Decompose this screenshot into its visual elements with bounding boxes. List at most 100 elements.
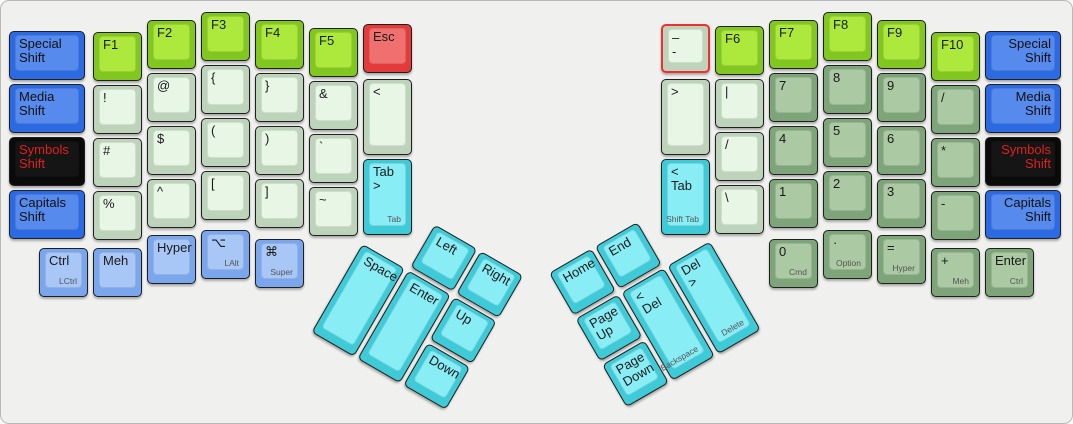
key-close-bracket[interactable]: ] <box>255 179 304 228</box>
key-capitals-shift-right[interactable]: Capitals Shift <box>985 190 1061 239</box>
key-f4[interactable]: F4 <box>255 20 304 69</box>
key-label: F7 <box>779 25 795 40</box>
keycap-top: ⌥ LAlt <box>207 234 244 270</box>
key-symbols-shift-right[interactable]: Symbols Shift <box>985 137 1061 186</box>
key-hash[interactable]: # <box>93 138 142 187</box>
key-label: Del > <box>678 255 703 291</box>
key-f9[interactable]: F9 <box>877 20 926 69</box>
key-capitals-shift-left[interactable]: Capitals Shift <box>9 190 85 239</box>
key-num-2[interactable]: 2 <box>823 171 872 220</box>
key-num-9[interactable]: 9 <box>877 73 926 122</box>
key-sublabel: Backspace <box>658 343 700 374</box>
key-f6[interactable]: F6 <box>715 26 764 75</box>
key-f7[interactable]: F7 <box>769 20 818 69</box>
keycap-top: Special Shift <box>991 35 1055 71</box>
key-media-shift-left[interactable]: Media Shift <box>9 84 85 133</box>
key-special-shift-right[interactable]: Special Shift <box>985 31 1061 80</box>
key-super[interactable]: ⌘ Super <box>255 239 304 288</box>
key-percent[interactable]: % <box>93 191 142 240</box>
key-slash[interactable]: / <box>715 132 764 181</box>
keycap-top: Capitals Shift <box>15 194 79 230</box>
keycap-top: Hyper <box>153 239 192 275</box>
key-label: Ctrl <box>49 253 70 268</box>
key-f2[interactable]: F2 <box>147 20 196 69</box>
keycap-top: ! <box>99 89 136 125</box>
keycap-top: \ <box>721 189 758 225</box>
key-equals[interactable]: = Hyper <box>877 235 926 284</box>
key-num-8[interactable]: 8 <box>823 65 872 114</box>
key-close-paren[interactable]: ) <box>255 126 304 175</box>
key-dash-selected[interactable]: – - <box>661 24 710 73</box>
key-tab-forward[interactable]: Tab > Tab <box>363 159 412 235</box>
key-label: 1 <box>779 184 787 199</box>
keycap-top: F1 <box>99 36 136 72</box>
key-plus[interactable]: + Meh <box>931 248 980 297</box>
key-num-6[interactable]: 6 <box>877 126 926 175</box>
key-label: 7 <box>779 78 787 93</box>
key-open-bracket[interactable]: [ <box>201 171 250 220</box>
keycap-top: / <box>937 89 974 125</box>
key-label: Page Down <box>613 348 657 390</box>
key-num-5[interactable]: 5 <box>823 118 872 167</box>
key-caret[interactable]: ^ <box>147 179 196 228</box>
key-num-4[interactable]: 4 <box>769 126 818 175</box>
keycap-top: · Option <box>829 234 866 270</box>
keycap-top: < <box>369 83 406 146</box>
key-numpad-minus[interactable]: - <box>931 191 980 240</box>
key-numpad-dot[interactable]: · Option <box>823 230 872 279</box>
key-ampersand[interactable]: & <box>309 81 358 130</box>
key-special-shift-left[interactable]: Special Shift <box>9 31 85 80</box>
key-numpad-slash[interactable]: / <box>931 85 980 134</box>
key-backslash[interactable]: \ <box>715 185 764 234</box>
key-num-1[interactable]: 1 <box>769 179 818 228</box>
key-less-than[interactable]: < <box>363 79 412 155</box>
key-hyper[interactable]: Hyper <box>147 235 196 284</box>
key-shift-tab[interactable]: < Tab Shift Tab <box>661 159 710 235</box>
keycap-top: Meh <box>99 252 136 288</box>
key-label: Tab > <box>373 164 394 194</box>
key-num-7[interactable]: 7 <box>769 73 818 122</box>
key-f1[interactable]: F1 <box>93 32 142 81</box>
key-sublabel: Delete <box>719 317 746 338</box>
key-f3[interactable]: F3 <box>201 12 250 61</box>
keycap-top: } <box>261 77 298 113</box>
keycap-top: F7 <box>775 24 812 60</box>
key-meh[interactable]: Meh <box>93 248 142 297</box>
keycap-top: + Meh <box>937 252 974 288</box>
key-f8[interactable]: F8 <box>823 12 872 61</box>
key-label: @ <box>157 78 171 93</box>
key-label: F10 <box>941 37 964 52</box>
key-pipe[interactable]: | <box>715 79 764 128</box>
key-lctrl[interactable]: Ctrl LCtrl <box>39 248 88 297</box>
key-greater-than[interactable]: > <box>661 79 710 155</box>
key-sublabel: Shift Tab <box>666 214 699 224</box>
keycap-top: 6 <box>883 130 920 166</box>
key-num-3[interactable]: 3 <box>877 179 926 228</box>
keycap-top: | <box>721 83 758 119</box>
key-label: | <box>725 84 729 99</box>
key-f5[interactable]: F5 <box>309 28 358 77</box>
key-at-sign[interactable]: @ <box>147 73 196 122</box>
key-f10[interactable]: F10 <box>931 32 980 81</box>
key-close-brace[interactable]: } <box>255 73 304 122</box>
key-esc[interactable]: Esc <box>363 24 412 73</box>
keycap-top: Capitals Shift <box>991 194 1055 230</box>
key-open-brace[interactable]: { <box>201 65 250 114</box>
key-label: - <box>941 196 946 211</box>
key-label: ` <box>319 139 324 154</box>
key-backtick[interactable]: ` <box>309 134 358 183</box>
key-label: Special Shift <box>1008 36 1051 66</box>
key-exclamation[interactable]: ! <box>93 85 142 134</box>
key-num-0[interactable]: 0 Cmd <box>769 239 818 288</box>
key-dollar[interactable]: $ <box>147 126 196 175</box>
key-open-paren[interactable]: ( <box>201 118 250 167</box>
key-tilde[interactable]: ~ <box>309 187 358 236</box>
key-symbols-shift-left[interactable]: Symbols Shift <box>9 137 85 186</box>
keycap-top: ~ <box>315 191 352 227</box>
key-media-shift-right[interactable]: Media Shift <box>985 84 1061 133</box>
key-numpad-star[interactable]: * <box>931 138 980 187</box>
key-label: 5 <box>833 123 841 138</box>
key-enter-right[interactable]: Enter Ctrl <box>985 248 1034 297</box>
key-lalt[interactable]: ⌥ LAlt <box>201 230 250 279</box>
key-label: Enter <box>407 279 442 309</box>
